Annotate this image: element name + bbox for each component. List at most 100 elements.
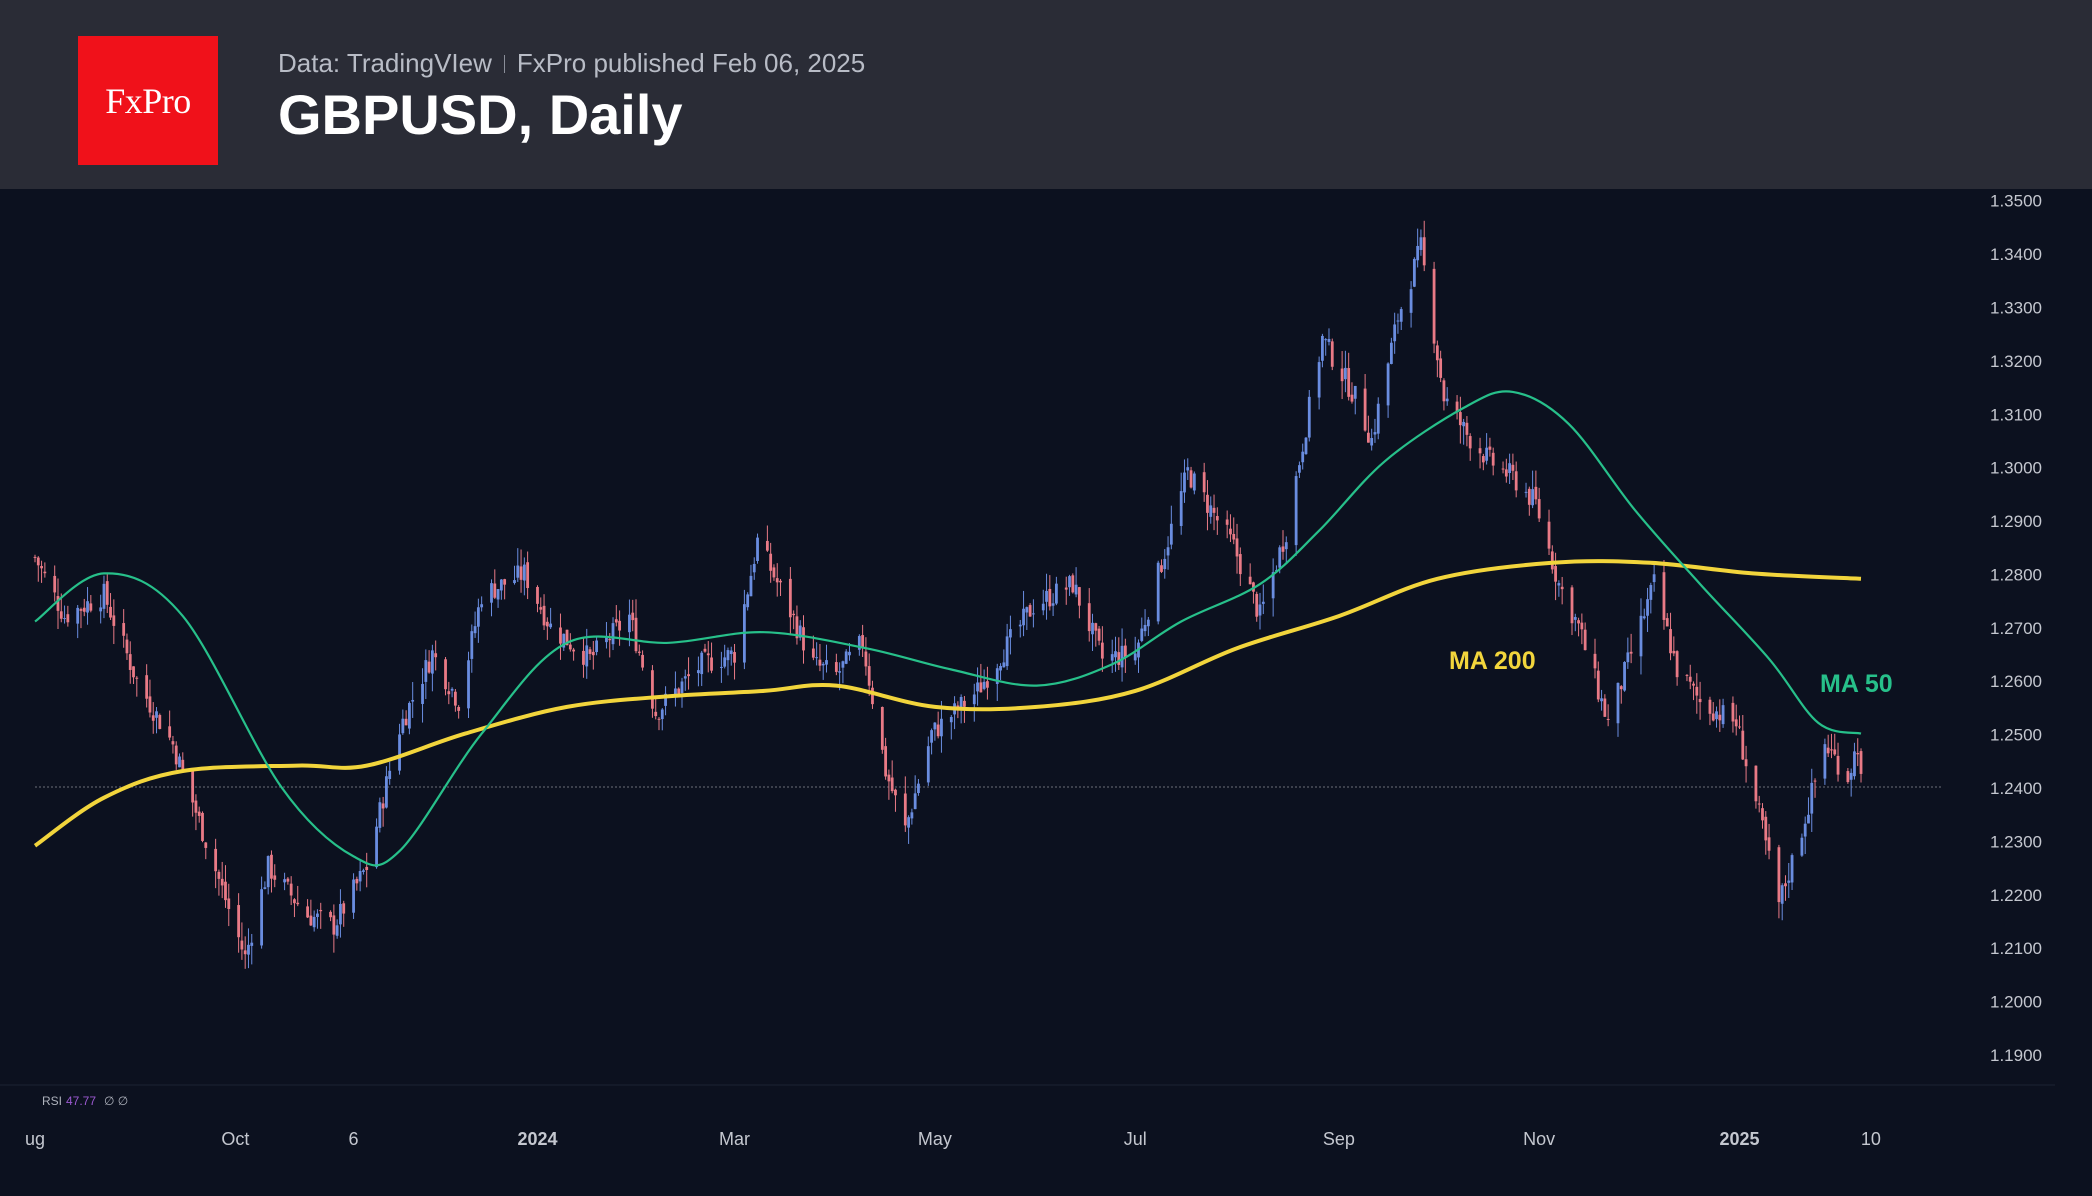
candle-body [539, 607, 543, 610]
candle-body [1321, 335, 1324, 361]
candle-body [1698, 698, 1702, 703]
candle-body [1232, 533, 1236, 540]
candle-body [1708, 699, 1712, 714]
candle-body [848, 651, 851, 656]
candle-body [1603, 698, 1607, 717]
candle-body [227, 898, 231, 909]
candle-body [545, 621, 549, 627]
candle-body [1485, 447, 1489, 461]
candle-body [1278, 547, 1282, 568]
price-chart[interactable]: 1.1900 1.2000 1.2100 1.2200 1.2300 1.2400 1.25… [0, 189, 2092, 1196]
x-tick-label: Jul [1124, 1129, 1147, 1149]
x-axis: ug Oct 6 2024 Mar May Jul Sep Nov 2025 10 [25, 1129, 1881, 1149]
candle-body [1554, 566, 1557, 582]
candle-body [1600, 698, 1603, 702]
candle-body [125, 639, 129, 654]
candle-body [1662, 572, 1666, 620]
candle-body [1514, 471, 1518, 491]
candle-body [434, 653, 438, 658]
candle-body [1396, 320, 1400, 322]
candle-body [565, 629, 569, 646]
candle-body [1225, 519, 1229, 525]
candle-body [1048, 588, 1052, 607]
candle-body [1665, 618, 1669, 627]
candle-body [1202, 472, 1206, 493]
candle-body [1100, 642, 1104, 659]
candle-body [1416, 245, 1420, 261]
candle-body [986, 681, 989, 688]
candle-body [1593, 653, 1597, 669]
candle-body [1022, 608, 1025, 626]
candle-body [549, 623, 553, 628]
candle-body [818, 659, 822, 666]
candle-body [398, 734, 401, 771]
candle-body [1005, 636, 1009, 667]
candle-body [191, 770, 195, 803]
candle-body [467, 660, 470, 709]
candle-body [1534, 486, 1538, 500]
candle-body [1229, 528, 1232, 535]
candle-body [312, 916, 316, 928]
candle-body [1324, 339, 1328, 341]
candle-body [247, 944, 250, 955]
candle-body [266, 856, 270, 888]
y-tick-label: 1.2500 [1990, 726, 2042, 745]
candle-body [1110, 654, 1114, 661]
candle-body [687, 674, 690, 677]
candle-body [1803, 823, 1807, 837]
candle-body [401, 718, 405, 734]
candle-body [913, 793, 917, 810]
candle-body [1298, 465, 1301, 473]
candle-body [335, 925, 339, 936]
candle-body [1744, 759, 1748, 767]
candle-body [720, 666, 723, 668]
candle-body [1853, 751, 1856, 777]
candle-body [867, 666, 871, 686]
candle-body [1757, 803, 1761, 805]
candle-body [496, 589, 500, 600]
candle-body [605, 636, 608, 643]
candle-body [1606, 718, 1610, 720]
y-tick-label: 1.3300 [1990, 298, 2042, 317]
candle-body [559, 627, 562, 644]
candle-body [1422, 237, 1426, 266]
candle-body [1166, 547, 1170, 556]
candle-body [289, 883, 293, 896]
published-date: FxPro published Feb 06, 2025 [516, 48, 866, 78]
candle-body [749, 575, 753, 597]
candle-body [1330, 341, 1334, 367]
candle-body [1140, 628, 1144, 641]
candle-body [1784, 883, 1787, 887]
candle-body [1442, 380, 1446, 402]
candle-body [1488, 446, 1492, 450]
candle-body [1767, 837, 1771, 851]
candle-body [1478, 448, 1482, 454]
candle-body [112, 615, 116, 626]
candle-body [40, 566, 43, 569]
candle-body [1731, 702, 1735, 722]
candle-body [1626, 652, 1630, 663]
candle-body [1235, 538, 1239, 557]
candle-body [1301, 451, 1305, 463]
x-tick-label: Sep [1323, 1129, 1355, 1149]
candle-body [358, 871, 362, 882]
y-tick-label: 1.3400 [1990, 245, 2042, 264]
candle-body [1524, 491, 1528, 493]
candle-body [1692, 683, 1695, 686]
candle-body [949, 716, 953, 723]
candle-body [309, 915, 313, 926]
candle-body [572, 649, 576, 652]
candle-body [362, 870, 365, 872]
candle-body [168, 726, 172, 738]
candle-body [887, 774, 891, 782]
candle-body [710, 657, 713, 671]
candle-body [680, 681, 684, 694]
candle-body [880, 706, 884, 750]
candle-body [838, 671, 842, 673]
candle-body [1823, 744, 1827, 779]
candle-body [270, 854, 273, 879]
candle-body [1412, 258, 1416, 287]
candle-body [982, 681, 986, 689]
candle-body [634, 617, 638, 652]
candle-body [1504, 469, 1508, 477]
